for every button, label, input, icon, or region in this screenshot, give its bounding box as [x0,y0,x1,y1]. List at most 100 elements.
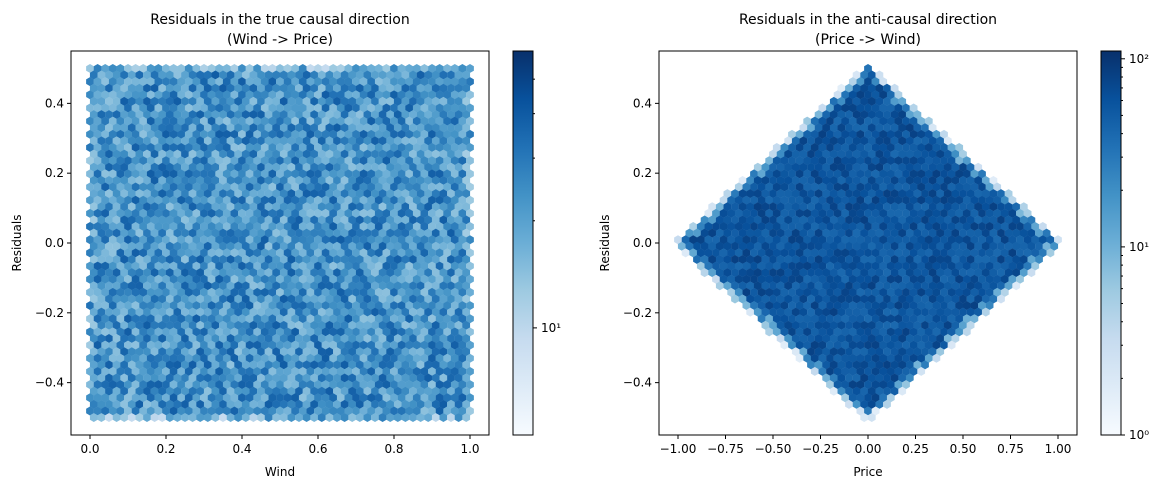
hexbin-cell [200,129,208,139]
hexbin-cell [276,235,284,245]
hexbin-cell [822,202,831,212]
hexbin-cell [253,274,262,284]
hexbin-cell [333,386,341,396]
hexbin-cell [829,386,838,396]
hexbin-cell [302,96,311,106]
hexbin-cell [374,248,383,258]
hexbin-cell [412,143,421,152]
hexbin-cell [810,235,819,245]
hexbin-cell [127,399,136,409]
hexbin-cell [143,281,151,291]
hexbin-cell [329,327,338,337]
hexbin-cell [226,110,235,120]
hexbin-cell [93,222,102,232]
hexbin-cell [883,189,891,199]
hexbin-cell [333,228,341,238]
hexbin-cell [431,294,440,304]
hexbin-cell [97,386,106,396]
hexbin-cell [317,254,326,264]
hexbin-cell [89,320,98,330]
hexbin-cell [154,393,163,403]
hexbin-cell [348,83,357,93]
hexbin-cell [780,274,789,284]
hexbin-cell [1008,261,1017,271]
hexbin-cell [943,202,952,212]
hexbin-cell [287,268,296,278]
hexbin-cell [295,281,303,291]
hexbin-cell [127,334,136,343]
hexbin-cell [875,334,884,343]
hexbin-cell [108,182,117,192]
hexbin-cell [810,327,819,337]
hexbin-cell [875,215,884,225]
hexbin-cell [886,182,895,192]
hexbin-cell [757,169,766,179]
hexbin-cell [272,254,281,264]
hexbin-cell [985,195,994,205]
hexbin-cell [416,70,425,80]
hexbin-cell [1054,235,1062,245]
hexbin-cell [241,386,250,396]
hexbin-cell [112,175,121,185]
hexbin-cell [238,406,246,416]
hexbin-cell [226,136,235,146]
hexbin-cell [424,347,433,357]
hexbin-cell [329,63,338,73]
hexbin-cell [257,228,265,238]
hexbin-cell [883,215,891,225]
hexbin-cell [120,149,129,159]
x-tick-label: 0.8 [384,442,403,456]
hexbin-cell [135,162,144,172]
hexbin-cell [784,162,793,172]
hexbin-cell [799,162,808,172]
hexbin-cell [458,314,467,324]
hexbin-cell [784,254,793,264]
hexbin-cell [772,248,781,258]
hexbin-cell [333,149,341,159]
hexbin-cell [257,281,265,291]
y-tick-label: 0.0 [633,236,652,250]
hexbin-cell [101,77,110,87]
hexbin-cell [753,254,762,264]
hexbin-cell [127,307,136,317]
hexbin-cell [314,366,322,376]
hexbin-cell [784,320,793,330]
hexbin-cell [860,268,869,278]
y-tick-label: 0.0 [45,236,64,250]
hexbin-cell [947,208,956,218]
hexbin-cell [120,241,129,251]
hexbin-cell [116,393,125,403]
hexbin-cell [731,254,739,264]
hexbin-cell [822,360,831,370]
hexbin-cell [841,116,850,126]
hexbin-cell [871,327,880,337]
hexbin-cell [905,320,914,330]
hexbin-cell [203,96,212,106]
hexbin-cell [943,281,952,291]
hexbin-cell [120,307,129,317]
hexbin-cell [215,406,224,416]
hexbin-cell [902,182,910,192]
hexbin-cell [329,129,338,139]
hexbin-cell [940,248,948,258]
hexbin-cell [466,366,474,376]
hexbin-cell [784,149,793,159]
hexbin-cell [985,261,994,271]
hexbin-cell [116,314,125,324]
hexbin-cell [1046,235,1055,245]
hexbin-cell [458,169,467,179]
hexbin-cell [723,215,732,225]
hexbin-cell [856,143,865,152]
hexbin-cell [279,202,288,212]
hexbin-cell [298,353,307,363]
hexbin-cell [177,353,186,363]
hexbin-cell [894,195,903,205]
hexbin-cell [943,254,952,264]
hexbin-cell [264,70,273,80]
hexbin-cell [241,70,250,80]
hexbin-cell [409,320,417,330]
hexbin-cell [283,248,292,258]
hexbin-cell [260,116,269,126]
hexbin-cell [462,149,471,159]
hexbin-cell [405,90,414,100]
